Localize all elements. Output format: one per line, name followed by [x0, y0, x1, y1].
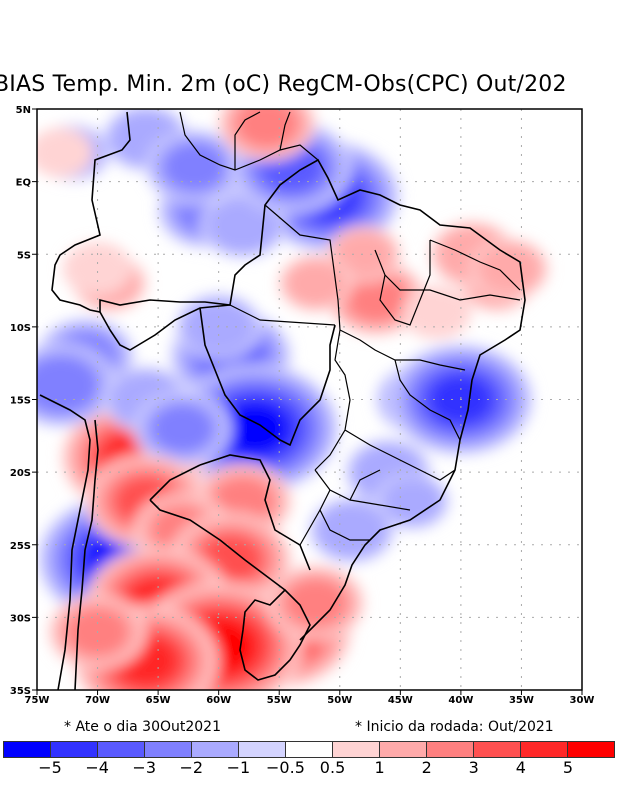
bias-contour	[284, 259, 347, 308]
lon-label: 40W	[448, 695, 473, 706]
colorbar-label: 2	[421, 758, 432, 777]
lon-label: 70W	[85, 695, 110, 706]
lon-label: 35W	[509, 695, 534, 706]
colorbar-swatch	[427, 742, 474, 757]
map-title: BIAS Temp. Min. 2m (oC) RegCM-Obs(CPC) O…	[0, 72, 567, 97]
lat-label: 30S	[10, 613, 31, 624]
colorbar-label: −5	[38, 758, 62, 777]
border-bolivia	[199, 307, 336, 447]
bias-contour	[235, 109, 299, 148]
lat-label: 15S	[10, 396, 31, 407]
border-guianas	[179, 111, 319, 171]
border-paraguay	[199, 454, 311, 571]
lat-label: 25S	[10, 541, 31, 552]
lat-label: 5N	[16, 105, 31, 116]
bias-contour	[223, 404, 287, 453]
bias-contour	[332, 230, 396, 279]
colorbar-swatch	[98, 742, 145, 757]
colorbar-swatch	[51, 742, 98, 757]
lon-label: 60W	[206, 695, 231, 706]
colorbar-label: 0.5	[319, 758, 346, 777]
colorbar-swatch	[286, 742, 333, 757]
coastline-brazil	[51, 111, 526, 641]
colorbar-swatch	[145, 742, 192, 757]
country-borders	[39, 111, 526, 690]
bias-contour	[62, 242, 133, 296]
bias-contour	[475, 242, 543, 295]
border-brazil-west	[99, 304, 231, 351]
border-uruguay	[239, 588, 311, 681]
colorbar-label: 5	[562, 758, 574, 777]
lon-label: 75W	[25, 695, 50, 706]
lat-label: 5S	[17, 250, 31, 261]
colorbar	[3, 741, 615, 758]
border-argentina-paraguay	[149, 464, 286, 591]
colorbar-label: 1	[374, 758, 385, 777]
border-states	[229, 204, 521, 546]
note-run-start: * Inicio da rodada: Out/2021	[355, 719, 554, 735]
colorbar-swatch	[568, 742, 614, 757]
note-end-date: * Ate o dia 30Out2021	[64, 719, 221, 735]
colorbar-label: −0.5	[266, 758, 305, 777]
colorbar-swatch	[4, 742, 51, 757]
longitude-axis: 75W 70W 65W 60W 55W 50W 45W 40W 35W 30W	[25, 690, 595, 706]
latitude-axis: 5N EQ 5S 10S 15S 20S 25S 30S 35S	[10, 105, 37, 697]
colorbar-swatch	[474, 742, 521, 757]
colorbar-label: −3	[132, 758, 157, 777]
lon-label: 55W	[267, 695, 292, 706]
colorbar-swatch	[380, 742, 427, 757]
colorbar-label: 4	[515, 758, 526, 777]
lat-label: 20S	[10, 468, 31, 479]
colorbar-swatch	[192, 742, 239, 757]
colorbar-swatch	[521, 742, 568, 757]
colorbar-swatch	[333, 742, 380, 757]
bias-contour	[151, 404, 214, 453]
bias-contour	[37, 127, 94, 178]
lat-label: 10S	[10, 323, 31, 334]
bias-contour	[381, 477, 444, 526]
lon-label: 50W	[327, 695, 352, 706]
lon-label: 45W	[388, 695, 413, 706]
colorbar-label: −2	[179, 758, 204, 777]
bias-contour	[163, 143, 226, 192]
lat-label: 35S	[10, 686, 31, 697]
lon-label: 65W	[146, 695, 171, 706]
bias-contour	[284, 578, 347, 627]
bias-contour	[314, 501, 389, 559]
lat-label: EQ	[16, 178, 31, 189]
colorbar-label: −4	[85, 758, 109, 777]
bias-contour	[344, 273, 408, 322]
gridlines	[37, 109, 582, 690]
colorbar-swatch	[239, 742, 286, 757]
lon-label: 30W	[570, 695, 595, 706]
border-chile-coast	[39, 394, 91, 690]
bias-contour	[401, 285, 472, 340]
border-argentina-chile	[74, 419, 99, 690]
colorbar-label: 3	[468, 758, 479, 777]
colorbar-label: −1	[226, 758, 251, 777]
